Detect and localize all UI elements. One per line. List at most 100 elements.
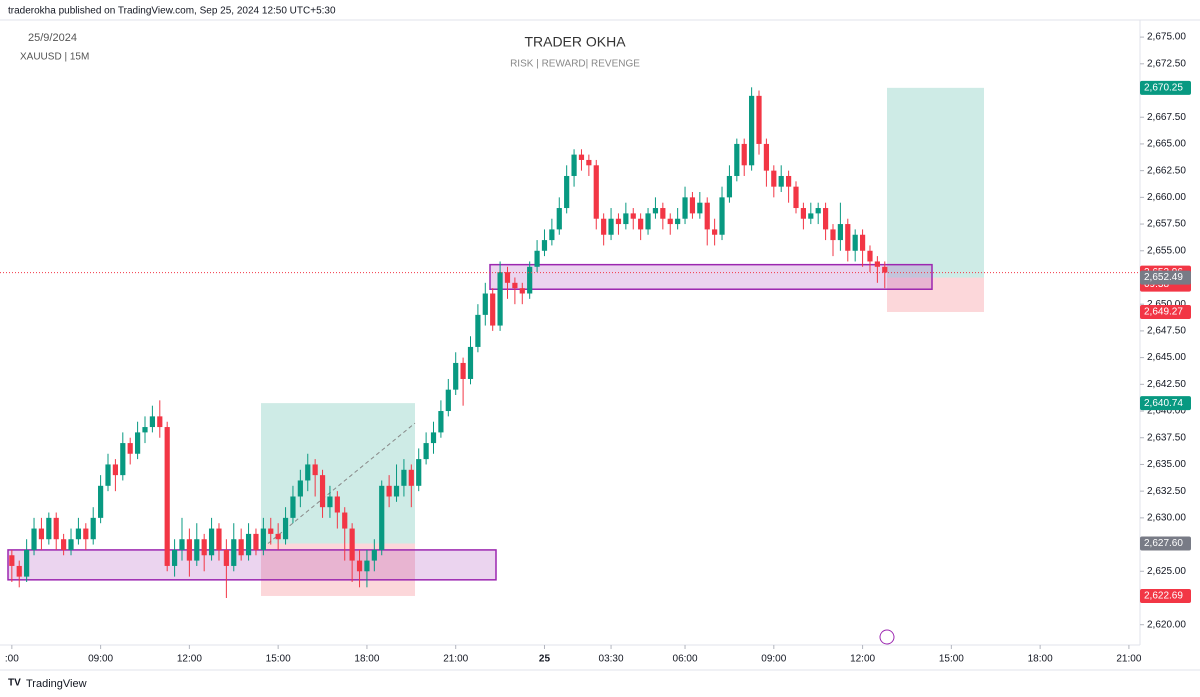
x-tick-label: 06:00	[673, 654, 698, 665]
symbol: XAUUSD | 15M	[20, 52, 89, 63]
candle-body	[371, 549, 377, 561]
candle-body	[689, 197, 696, 214]
candle-body	[342, 512, 348, 529]
trade-path	[267, 422, 416, 544]
candle-body	[527, 266, 533, 294]
y-tick-label: 2,662.50	[1147, 165, 1186, 176]
candle-body	[16, 565, 22, 577]
candle-body	[460, 362, 466, 379]
candle-body	[571, 154, 577, 176]
candle-body	[253, 533, 259, 550]
candle-body	[120, 443, 126, 476]
candle-body	[771, 170, 777, 187]
price-label: 2,652.49	[1144, 272, 1183, 283]
y-tick-label: 2,635.00	[1147, 459, 1186, 470]
footer: TradingView	[26, 678, 87, 690]
candle-body	[68, 539, 74, 550]
candle-body	[586, 159, 592, 166]
candle-body	[519, 288, 525, 294]
candle-body	[734, 143, 740, 176]
candle-body	[105, 464, 111, 486]
x-tick-label: 12:00	[177, 654, 202, 665]
candle-body	[83, 528, 89, 540]
candle-body	[453, 362, 459, 390]
candle-body	[127, 443, 133, 454]
candle-body	[564, 175, 570, 209]
candle-body	[260, 528, 266, 550]
date: 25/9/2024	[28, 32, 77, 44]
x-tick-label: 12:00	[850, 654, 875, 665]
candle-body	[475, 314, 481, 347]
candle-body	[630, 213, 636, 219]
candle-body	[327, 496, 333, 508]
candle-body	[541, 240, 548, 251]
publisher: traderokha published on TradingView.com,…	[8, 6, 336, 17]
candle-body	[349, 528, 355, 561]
y-tick-label: 2,650.00	[1147, 299, 1186, 310]
candle-body	[223, 549, 229, 566]
x-tick-label: 09:00	[761, 654, 786, 665]
candle-body	[593, 165, 599, 219]
y-tick-label: 2,660.00	[1147, 192, 1186, 203]
candle-body	[275, 533, 281, 540]
candle-body	[756, 95, 762, 144]
candle-body	[667, 218, 673, 225]
candle-body	[186, 539, 192, 561]
candle-body	[800, 208, 807, 219]
y-tick-label: 2,675.00	[1147, 32, 1186, 43]
candle-body	[867, 250, 873, 262]
candle-body	[430, 432, 437, 444]
candle-body	[290, 496, 296, 518]
price-label-box	[1140, 80, 1191, 95]
price-label: 2,622.69	[1144, 591, 1183, 602]
candle-body	[608, 218, 614, 235]
candle-body	[786, 175, 792, 187]
x-tick-label: 09:00	[88, 654, 113, 665]
y-tick-label: 2,620.00	[1147, 619, 1186, 630]
candle-body	[305, 464, 311, 481]
candle-body	[490, 293, 496, 326]
y-tick-label: 2,647.50	[1147, 326, 1186, 337]
candle-body	[601, 218, 607, 235]
candle-body	[697, 202, 703, 214]
candle-body	[38, 528, 45, 540]
candle-body	[208, 528, 215, 556]
candle-body	[164, 427, 170, 566]
candle-body	[98, 485, 104, 518]
y-tick-label: 2,645.00	[1147, 352, 1186, 363]
position-target	[887, 87, 984, 278]
price-label-box	[1140, 536, 1191, 551]
candle-body	[549, 229, 555, 241]
price-label: 2,649.27	[1144, 307, 1183, 318]
x-tick-label: 15:00	[266, 654, 291, 665]
price-label-box	[1140, 588, 1191, 603]
y-tick-label: 2,657.50	[1147, 219, 1186, 230]
candle-body	[504, 272, 511, 283]
candle-body	[9, 555, 15, 566]
candle-body	[445, 389, 451, 412]
x-tick-label: :00	[5, 654, 19, 665]
x-tick-label: 25	[539, 654, 551, 665]
candle-body	[822, 208, 829, 230]
candle-body	[142, 427, 148, 433]
candle-body	[638, 218, 644, 230]
candle-body	[216, 528, 222, 550]
zone	[7, 549, 497, 581]
candle-body	[245, 533, 252, 556]
price-label-box	[1140, 396, 1191, 411]
candle-body	[75, 528, 82, 540]
candle-body	[882, 266, 888, 273]
candle-body	[393, 485, 400, 497]
y-tick-label: 2,630.00	[1147, 513, 1186, 524]
candle-body	[408, 469, 414, 486]
candle-body	[704, 202, 710, 230]
candle-body	[534, 250, 540, 267]
candle-body	[763, 143, 770, 171]
y-tick-label: 2,667.50	[1147, 112, 1186, 123]
y-tick-label: 2,655.00	[1147, 245, 1186, 256]
candle-body	[645, 213, 651, 230]
candle-body	[615, 218, 622, 225]
candle-body	[134, 432, 141, 454]
